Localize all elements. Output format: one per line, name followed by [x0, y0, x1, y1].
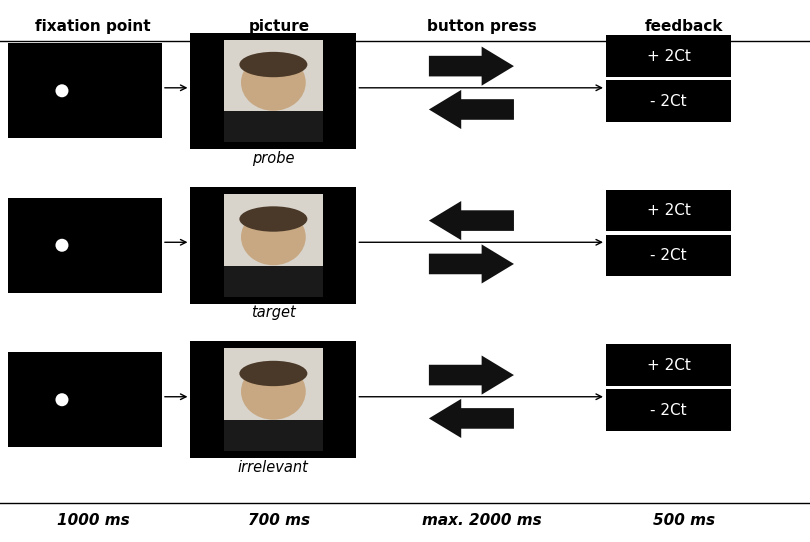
Bar [190, 187, 356, 304]
Text: probe: probe [252, 151, 295, 166]
Text: 700 ms: 700 ms [249, 513, 310, 528]
Ellipse shape [240, 52, 307, 77]
Bar [224, 40, 323, 142]
FancyArrow shape [429, 399, 514, 438]
Ellipse shape [55, 238, 69, 251]
Bar [8, 43, 162, 138]
Ellipse shape [240, 207, 307, 231]
Bar [606, 389, 731, 431]
Bar [606, 80, 731, 122]
Text: 1000 ms: 1000 ms [57, 513, 130, 528]
FancyArrow shape [429, 90, 514, 129]
Text: 500 ms: 500 ms [654, 513, 715, 528]
Text: + 2Ct: + 2Ct [646, 49, 691, 63]
Text: target: target [251, 305, 296, 320]
Bar [190, 341, 356, 458]
Bar [224, 194, 323, 296]
Ellipse shape [241, 363, 305, 420]
Bar [8, 352, 162, 447]
Text: + 2Ct: + 2Ct [646, 358, 691, 372]
Text: feedback: feedback [646, 19, 723, 34]
Bar [606, 35, 731, 77]
Ellipse shape [55, 393, 69, 406]
Ellipse shape [55, 84, 69, 98]
FancyArrow shape [429, 201, 514, 240]
Ellipse shape [241, 54, 305, 111]
FancyArrow shape [429, 244, 514, 283]
Ellipse shape [241, 209, 305, 265]
Text: - 2Ct: - 2Ct [650, 94, 687, 108]
Bar [224, 111, 323, 142]
Bar [8, 198, 162, 293]
Bar [224, 349, 323, 451]
Text: + 2Ct: + 2Ct [646, 203, 691, 218]
Ellipse shape [240, 361, 307, 386]
Bar [606, 344, 731, 386]
Text: max. 2000 ms: max. 2000 ms [422, 513, 542, 528]
Text: irrelevant: irrelevant [238, 460, 309, 475]
Text: button press: button press [427, 19, 537, 34]
Bar [606, 190, 731, 231]
Bar [224, 266, 323, 296]
Bar [606, 235, 731, 276]
Text: - 2Ct: - 2Ct [650, 248, 687, 263]
Text: fixation point: fixation point [36, 19, 151, 34]
Bar [190, 33, 356, 149]
FancyArrow shape [429, 356, 514, 395]
FancyArrow shape [429, 47, 514, 86]
Text: picture: picture [249, 19, 310, 34]
Text: - 2Ct: - 2Ct [650, 403, 687, 417]
Bar [224, 420, 323, 451]
